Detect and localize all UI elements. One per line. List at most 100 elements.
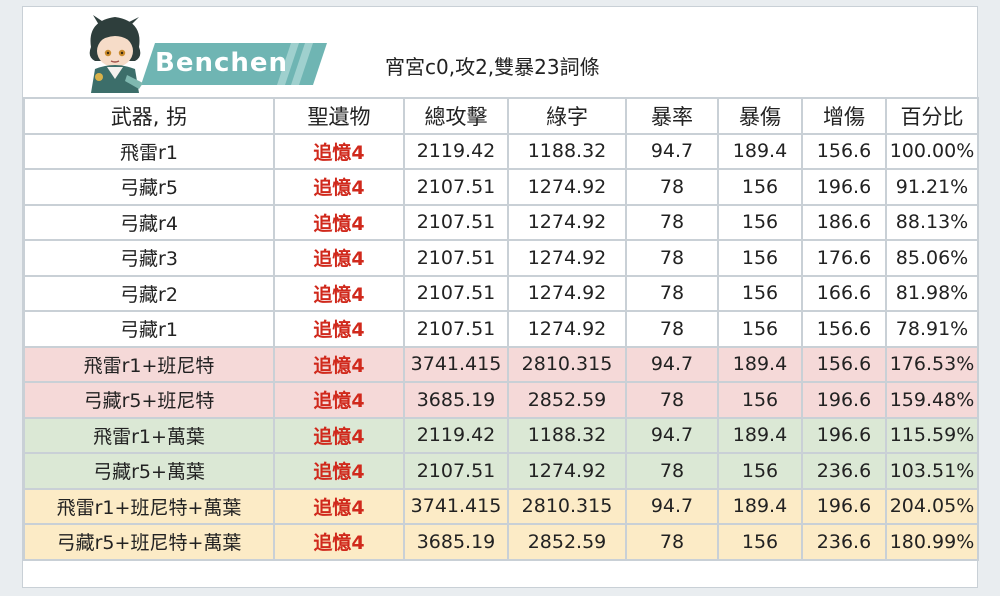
bonus-atk-cell: 1274.92 — [507, 239, 627, 277]
column-header: 百分比 — [885, 97, 979, 135]
table-row: 弓藏r5+班尼特 追憶4 3685.19 2852.59 78 156 196.6 159.4… — [23, 381, 979, 419]
artifact-cell: 追憶4 — [273, 310, 405, 348]
crit-rate-cell: 78 — [625, 239, 719, 277]
table-row: 弓藏r4 追憶4 2107.51 1274.92 78 156 186.6 88.13% — [23, 203, 979, 241]
column-header: 暴率 — [625, 97, 719, 135]
table-row: 弓藏r1 追憶4 2107.51 1274.92 78 156 156.6 78.91% — [23, 310, 979, 348]
crit-rate-cell: 78 — [625, 452, 719, 490]
crit-rate-cell: 78 — [625, 523, 719, 561]
artifact-cell: 追憶4 — [273, 132, 405, 170]
bonus-atk-cell: 1274.92 — [507, 310, 627, 348]
artifact-cell: 追憶4 — [273, 168, 405, 206]
dmg-bonus-cell: 196.6 — [801, 416, 887, 454]
total-atk-cell: 2107.51 — [403, 274, 509, 312]
percent-cell: 176.53% — [885, 345, 979, 383]
name-banner — [141, 43, 327, 85]
author-name: Benchen — [155, 48, 289, 78]
dmg-bonus-cell: 196.6 — [801, 487, 887, 525]
bonus-atk-cell: 2810.315 — [507, 345, 627, 383]
crit-dmg-cell: 156 — [717, 168, 803, 206]
crit-dmg-cell: 156 — [717, 239, 803, 277]
artifact-cell: 追憶4 — [273, 487, 405, 525]
weapon-cell: 弓藏r1 — [23, 310, 275, 348]
crit-dmg-cell: 189.4 — [717, 132, 803, 170]
crit-rate-cell: 78 — [625, 310, 719, 348]
percent-cell: 180.99% — [885, 523, 979, 561]
weapon-cell: 弓藏r5+班尼特 — [23, 381, 275, 419]
weapon-cell: 飛雷r1 — [23, 132, 275, 170]
column-header: 武器, 拐 — [23, 97, 275, 135]
weapon-cell: 飛雷r1+萬葉 — [23, 416, 275, 454]
total-atk-cell: 2119.42 — [403, 132, 509, 170]
total-atk-cell: 2107.51 — [403, 310, 509, 348]
sheet-header: Benchen 宵宮c0,攻2,雙暴23詞條 — [23, 7, 977, 97]
total-atk-cell: 2107.51 — [403, 168, 509, 206]
table-row: 飛雷r1+班尼特 追憶4 3741.415 2810.315 94.7 189.4 156.… — [23, 345, 979, 383]
weapon-cell: 弓藏r5 — [23, 168, 275, 206]
artifact-cell: 追憶4 — [273, 203, 405, 241]
bonus-atk-cell: 1274.92 — [507, 168, 627, 206]
weapon-cell: 飛雷r1+班尼特 — [23, 345, 275, 383]
table-row: 弓藏r5+萬葉 追憶4 2107.51 1274.92 78 156 236.6 103.51… — [23, 452, 979, 490]
weapon-cell: 弓藏r3 — [23, 239, 275, 277]
table-row: 飛雷r1+萬葉 追憶4 2119.42 1188.32 94.7 189.4 196.6 11… — [23, 416, 979, 454]
table-row: 飛雷r1+班尼特+萬葉 追憶4 3741.415 2810.315 94.7 189.4 1… — [23, 487, 979, 525]
crit-rate-cell: 94.7 — [625, 345, 719, 383]
bonus-atk-cell: 1188.32 — [507, 132, 627, 170]
crit-dmg-cell: 189.4 — [717, 487, 803, 525]
crit-dmg-cell: 156 — [717, 523, 803, 561]
column-header: 聖遺物 — [273, 97, 405, 135]
total-atk-cell: 2107.51 — [403, 203, 509, 241]
artifact-cell: 追憶4 — [273, 523, 405, 561]
bonus-atk-cell: 1274.92 — [507, 203, 627, 241]
percent-cell: 204.05% — [885, 487, 979, 525]
dmg-bonus-cell: 196.6 — [801, 381, 887, 419]
dmg-bonus-cell: 156.6 — [801, 132, 887, 170]
bonus-atk-cell: 1188.32 — [507, 416, 627, 454]
dmg-bonus-cell: 236.6 — [801, 452, 887, 490]
artifact-cell: 追憶4 — [273, 274, 405, 312]
weapon-cell: 弓藏r5+班尼特+萬葉 — [23, 523, 275, 561]
total-atk-cell: 3741.415 — [403, 345, 509, 383]
data-sheet: Benchen 宵宮c0,攻2,雙暴23詞條 武器, 拐 聖遺物 — [22, 6, 979, 588]
table-row: 弓藏r5+班尼特+萬葉 追憶4 3685.19 2852.59 78 156 236.6 18… — [23, 523, 979, 561]
dmg-bonus-cell: 156.6 — [801, 310, 887, 348]
dmg-bonus-cell: 176.6 — [801, 239, 887, 277]
dmg-bonus-cell: 196.6 — [801, 168, 887, 206]
column-header: 增傷 — [801, 97, 887, 135]
dmg-bonus-cell: 166.6 — [801, 274, 887, 312]
weapon-cell: 弓藏r2 — [23, 274, 275, 312]
weapon-cell: 飛雷r1+班尼特+萬葉 — [23, 487, 275, 525]
bonus-atk-cell: 2852.59 — [507, 381, 627, 419]
bonus-atk-cell: 1274.92 — [507, 274, 627, 312]
crit-rate-cell: 78 — [625, 274, 719, 312]
crit-dmg-cell: 189.4 — [717, 345, 803, 383]
total-atk-cell: 3741.415 — [403, 487, 509, 525]
artifact-cell: 追憶4 — [273, 345, 405, 383]
table-header-row: 武器, 拐 聖遺物 總攻擊 綠字 暴率 暴傷 增傷 百分比 — [23, 97, 979, 135]
dmg-bonus-cell: 156.6 — [801, 345, 887, 383]
column-header: 暴傷 — [717, 97, 803, 135]
table-row: 弓藏r3 追憶4 2107.51 1274.92 78 156 176.6 85.06% — [23, 239, 979, 277]
column-header: 總攻擊 — [403, 97, 509, 135]
total-atk-cell: 3685.19 — [403, 523, 509, 561]
crit-rate-cell: 94.7 — [625, 132, 719, 170]
crit-rate-cell: 94.7 — [625, 416, 719, 454]
crit-rate-cell: 78 — [625, 203, 719, 241]
percent-cell: 81.98% — [885, 274, 979, 312]
percent-cell: 159.48% — [885, 381, 979, 419]
character-avatar — [89, 15, 143, 93]
crit-rate-cell: 78 — [625, 168, 719, 206]
crit-dmg-cell: 156 — [717, 452, 803, 490]
percent-cell: 85.06% — [885, 239, 979, 277]
total-atk-cell: 2107.51 — [403, 239, 509, 277]
crit-dmg-cell: 156 — [717, 274, 803, 312]
artifact-cell: 追憶4 — [273, 452, 405, 490]
table-row: 弓藏r5 追憶4 2107.51 1274.92 78 156 196.6 91.21% — [23, 168, 979, 206]
bonus-atk-cell: 2810.315 — [507, 487, 627, 525]
dmg-bonus-cell: 186.6 — [801, 203, 887, 241]
percent-cell: 100.00% — [885, 132, 979, 170]
crit-dmg-cell: 156 — [717, 310, 803, 348]
bonus-atk-cell: 2852.59 — [507, 523, 627, 561]
table-row: 弓藏r2 追憶4 2107.51 1274.92 78 156 166.6 81.98% — [23, 274, 979, 312]
